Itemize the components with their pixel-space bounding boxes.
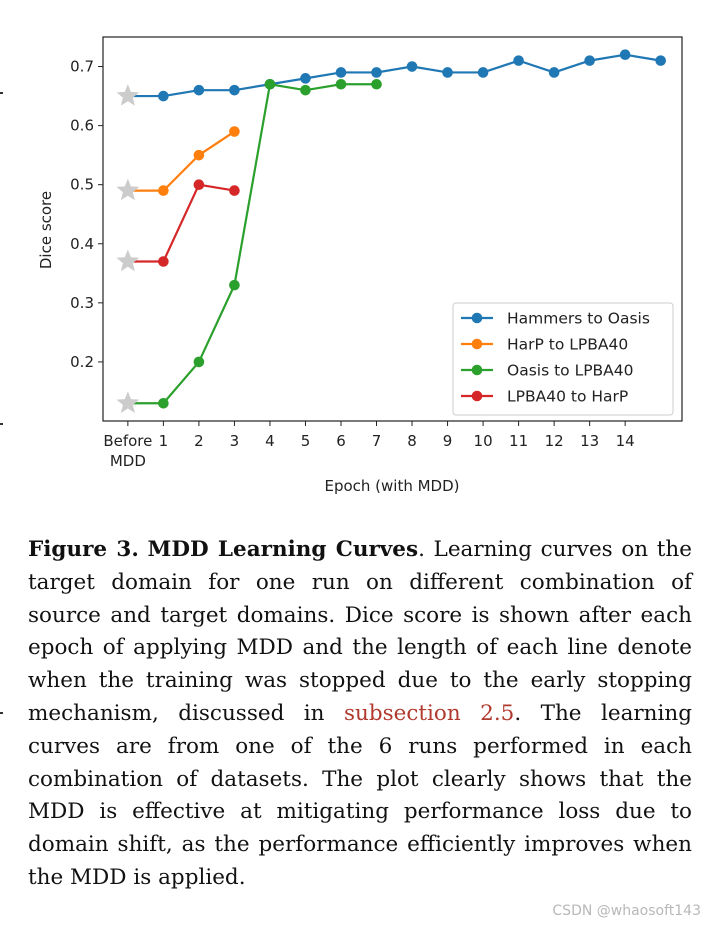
data-point: [584, 55, 595, 66]
y-tick-label: 0.3: [70, 294, 94, 312]
page-edge-mark: [0, 92, 3, 94]
data-point: [264, 78, 276, 90]
y-tick-label: 0.2: [70, 353, 94, 371]
y-axis-label: Dice score: [37, 191, 55, 269]
legend-entry-label: LPBA40 to HarP: [507, 388, 628, 406]
x-tick-label: 10: [474, 432, 493, 450]
x-tick-label: 2: [194, 432, 204, 450]
legend-entry-label: HarP to LPBA40: [507, 336, 628, 354]
x-tick-label: 8: [407, 432, 417, 450]
data-point: [158, 397, 169, 409]
legend-entry-label: Oasis to LPBA40: [507, 362, 634, 380]
data-point: [335, 78, 347, 90]
series-hammers-to-oasis: [116, 49, 666, 106]
data-point: [477, 67, 489, 78]
data-point: [193, 179, 205, 190]
series-layer: [116, 49, 666, 413]
data-point: [229, 185, 240, 196]
legend-entry-label: Hammers to Oasis: [507, 310, 650, 328]
before-mdd-star-marker: [116, 391, 140, 413]
series-line: [127, 130, 236, 192]
data-point: [371, 78, 382, 90]
data-point: [442, 67, 453, 78]
x-tick-label: Before MDD: [103, 432, 152, 470]
before-mdd-star-marker: [116, 178, 140, 201]
x-tick-label: 14: [616, 432, 635, 450]
data-point: [229, 126, 240, 137]
figure-title: MDD Learning Curves: [147, 537, 419, 562]
data-point: [300, 73, 311, 84]
legend-swatch-marker: [471, 390, 483, 402]
data-point: [300, 84, 311, 96]
y-tick-label: 0.7: [70, 58, 94, 76]
data-point: [655, 55, 666, 66]
figure-caption: Figure 3. MDD Learning Curves. Learning …: [28, 534, 692, 895]
y-tick-label: 0.6: [70, 117, 94, 135]
caption-text: . Learning curves on the target domain f…: [28, 537, 692, 726]
page-edge-mark: [0, 712, 3, 714]
x-tick-label: 4: [265, 432, 275, 450]
page-edge-mark: [0, 423, 3, 425]
figure-label: Figure 3.: [28, 537, 139, 562]
x-tick-label: 5: [301, 432, 311, 450]
data-point: [229, 279, 240, 291]
data-point: [193, 356, 205, 368]
series-lpba40-to-harp: [116, 179, 240, 272]
data-point: [513, 55, 524, 66]
legend: Hammers to Oasis HarP to LPBA40 Oasis to L…: [452, 302, 674, 416]
x-tick-label: 12: [545, 432, 564, 450]
legend-swatch-marker: [471, 338, 483, 350]
data-point: [406, 61, 418, 72]
x-tick-label: 7: [372, 432, 382, 450]
x-tick-label: 11: [509, 432, 528, 450]
legend-swatch-marker: [471, 312, 483, 324]
data-point: [193, 84, 205, 96]
data-point: [619, 49, 631, 61]
y-tick-label: 0.4: [70, 235, 94, 253]
series-line: [127, 183, 235, 263]
data-point: [158, 256, 169, 267]
legend-box: [452, 302, 674, 416]
x-tick-label: 13: [580, 432, 599, 450]
watermark: CSDN @whaosoft143: [552, 903, 701, 919]
caption-text-end: . The learning curves are from one of th…: [28, 700, 692, 890]
x-tick-label: 1: [159, 432, 169, 450]
series-oasis-to-lpba40: [116, 78, 382, 413]
subsection-link[interactable]: subsection 2.5: [343, 700, 515, 726]
data-point: [371, 67, 382, 78]
x-tick-label: 6: [336, 432, 346, 450]
data-point: [548, 67, 560, 78]
data-point: [335, 67, 347, 78]
data-point: [229, 84, 240, 96]
x-axis-label: Epoch (with MDD): [324, 477, 459, 495]
x-tick-label: 9: [443, 432, 453, 450]
before-mdd-star-marker: [116, 249, 140, 272]
y-tick-label: 0.5: [70, 176, 94, 194]
before-mdd-star-marker: [116, 84, 140, 106]
x-tick-label: 3: [230, 432, 240, 450]
series-line: [127, 82, 377, 405]
legend-swatch-marker: [471, 364, 483, 376]
series-line: [127, 53, 661, 98]
data-point: [193, 149, 205, 161]
data-point: [158, 90, 169, 102]
plot-frame: [102, 36, 683, 422]
y-axis: 0.2 0.3 0.4 0.5 0.6 0.7: [70, 58, 103, 371]
series-harp-to-lpba40: [116, 126, 240, 201]
data-point: [158, 185, 169, 196]
